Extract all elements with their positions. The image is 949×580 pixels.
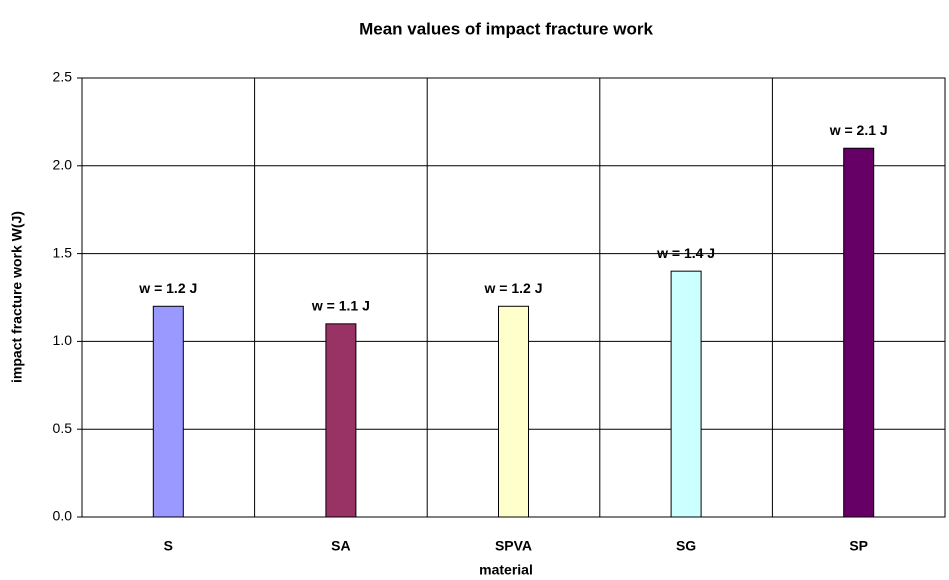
data-label: w = 1.2 J — [484, 280, 543, 296]
data-label: w = 1.2 J — [138, 280, 197, 296]
x-tick-label: SP — [849, 538, 868, 554]
y-tick-label: 1.5 — [53, 244, 73, 260]
bar — [325, 323, 357, 518]
x-tick-label: S — [164, 538, 173, 554]
x-tick-label: SA — [331, 538, 350, 554]
bar — [670, 270, 702, 518]
y-tick-label: 0.5 — [53, 420, 73, 436]
data-label: w = 1.1 J — [311, 298, 370, 314]
x-tick-label: SG — [676, 538, 696, 554]
y-tick-label: 2.5 — [53, 69, 73, 85]
y-axis-label: impact fracture work W(J) — [9, 211, 25, 383]
y-tick-label: 0.0 — [53, 508, 73, 524]
chart-title: Mean values of impact fracture work — [359, 19, 653, 38]
x-axis-label: material — [479, 562, 533, 578]
data-label: w = 1.4 J — [656, 245, 715, 261]
bar — [498, 305, 529, 518]
data-label: w = 2.1 J — [829, 122, 888, 138]
bar — [152, 305, 184, 518]
bar — [843, 147, 875, 518]
y-tick-label: 2.0 — [53, 157, 73, 173]
y-tick-label: 1.0 — [53, 332, 73, 348]
x-tick-label: SPVA — [495, 538, 532, 554]
